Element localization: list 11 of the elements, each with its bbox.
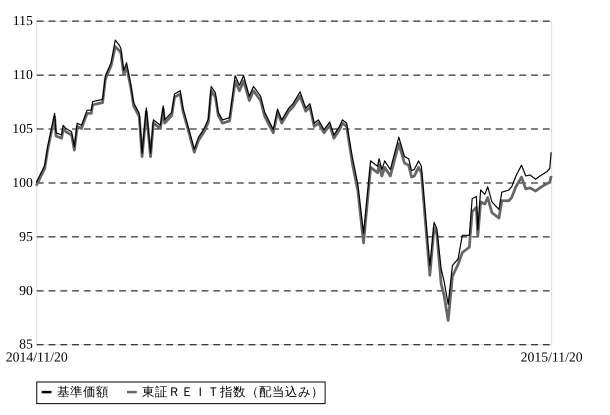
legend-label: 基準価額 (56, 385, 109, 400)
y-tick-label: 100 (12, 174, 33, 190)
y-tick-label: 105 (12, 120, 33, 136)
y-tick-label: 110 (12, 67, 33, 82)
x-tick-label: 2014/11/20 (6, 349, 68, 364)
y-tick-label: 95 (19, 228, 33, 244)
y-tick-label: 90 (19, 282, 33, 298)
y-tick-label: 85 (19, 336, 33, 352)
x-tick-label: 2015/11/20 (520, 349, 583, 364)
legend-label: 東証ＲＥＩＴ指数（配当込み） (142, 385, 324, 400)
y-tick-label: 115 (12, 13, 33, 28)
